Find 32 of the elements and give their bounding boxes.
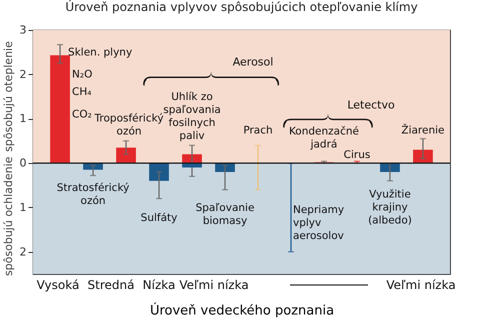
annotation: Letectvo — [347, 98, 395, 112]
text: Veľmi nízka — [179, 278, 249, 292]
annotation: Sulfáty — [140, 212, 178, 224]
annotation: CO₂ — [72, 108, 92, 120]
y-axis-title: spôsobujú oteplenie — [2, 40, 15, 152]
annotation: Cirus — [344, 148, 370, 161]
annotation: Stratosférický ozón — [56, 182, 130, 208]
x-axis-title: Úroveň vedeckého poznania — [150, 302, 334, 318]
y-tick-label: 2 — [20, 245, 26, 258]
annotation: Sklen. plyny — [68, 46, 132, 59]
annotation: Troposférický ozón — [94, 112, 164, 138]
annotation: Spaľovanie biomasy — [196, 202, 254, 228]
annotation: Využitie krajiny (albedo) — [368, 188, 412, 227]
chart-title: Úroveň poznania vplyvov spôsobujúcich otepľovanie klímy — [65, 0, 418, 14]
annotation: Kondenzačné jadrá — [288, 126, 360, 151]
y-tick-label: 0 — [20, 156, 26, 170]
annotation: Žiarenie — [401, 123, 445, 136]
y-tick-label: 1 — [20, 112, 26, 126]
annotation: Uhlík zo spaľovania fosilnych paliv — [163, 91, 221, 142]
y-tick-label: 2 — [20, 68, 26, 81]
annotation: Nepriamy vplyv aerosolov — [292, 204, 344, 242]
annotation: CH₄ — [72, 86, 92, 98]
text: Nízka — [142, 278, 176, 292]
annotation: Prach — [243, 124, 273, 136]
text: Vysoká — [36, 278, 80, 292]
annotation: N₂O — [72, 68, 92, 80]
annotation: Aerosol — [232, 55, 274, 68]
text: Veľmi nízka — [386, 278, 456, 292]
text: spôsobujú ochladenie — [2, 156, 15, 276]
y-tick-label: 1 — [20, 200, 26, 214]
y-tick-label: 3 — [20, 24, 26, 36]
text: Stredná — [88, 278, 134, 292]
